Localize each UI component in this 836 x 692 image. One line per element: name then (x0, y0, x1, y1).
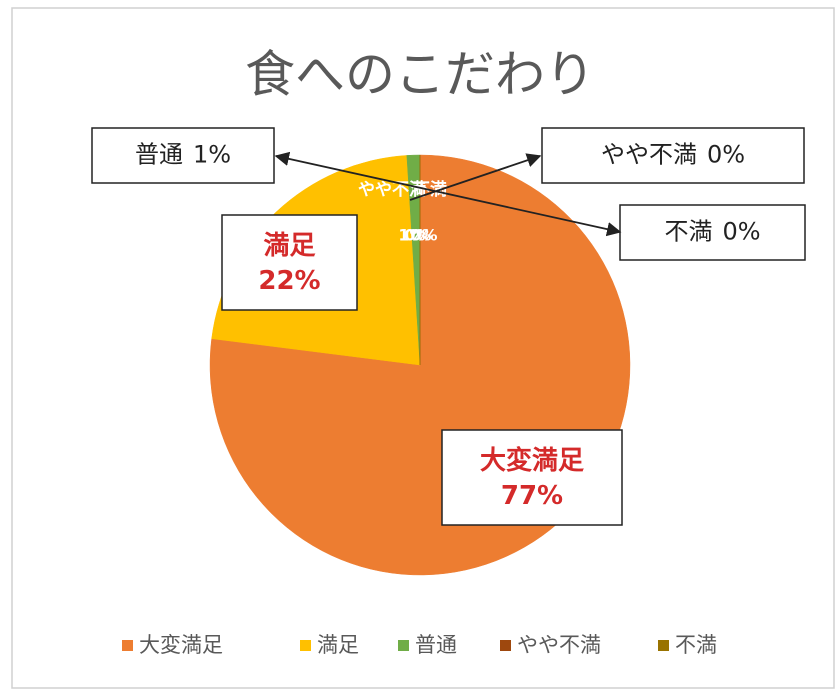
legend-swatch (398, 640, 409, 651)
callout-value: 77% (501, 481, 563, 511)
legend-swatch (658, 640, 669, 651)
callout-value: 22% (258, 266, 320, 296)
callout-category: やや不満 (601, 141, 697, 169)
inner-value: 0% (410, 226, 437, 245)
callout-value: 0% (707, 141, 745, 169)
callout-box (91, 127, 275, 184)
legend-label: やや不満 (517, 633, 601, 657)
callout-label: 普通 1% (135, 141, 231, 169)
callout-category: 満足 (263, 231, 315, 261)
legend-label: 満足 (317, 633, 359, 657)
callout-category: 不満 (664, 218, 712, 246)
callout-value: 1% (193, 141, 231, 169)
callout-box (441, 429, 623, 526)
callout-category: 大変満足 (480, 445, 584, 476)
legend-label: 大変満足 (139, 633, 223, 657)
callout-label: やや不満 0% (601, 141, 745, 169)
legend-swatch (500, 640, 511, 651)
legend-label: 不満 (675, 633, 717, 657)
legend-swatch (300, 640, 311, 651)
chart-title: 食へのこだわり (245, 46, 595, 104)
callout-category: 普通 (135, 141, 183, 169)
leader-arrow (274, 151, 622, 237)
callout-label: 不満 0% (664, 218, 760, 246)
legend-swatch (122, 640, 133, 651)
legend-label: 普通 (415, 633, 457, 657)
callout-box (619, 204, 806, 261)
callout-value: 0% (722, 218, 760, 246)
legend: 大変満足 満足 普通 やや不満 不満 (122, 633, 717, 657)
